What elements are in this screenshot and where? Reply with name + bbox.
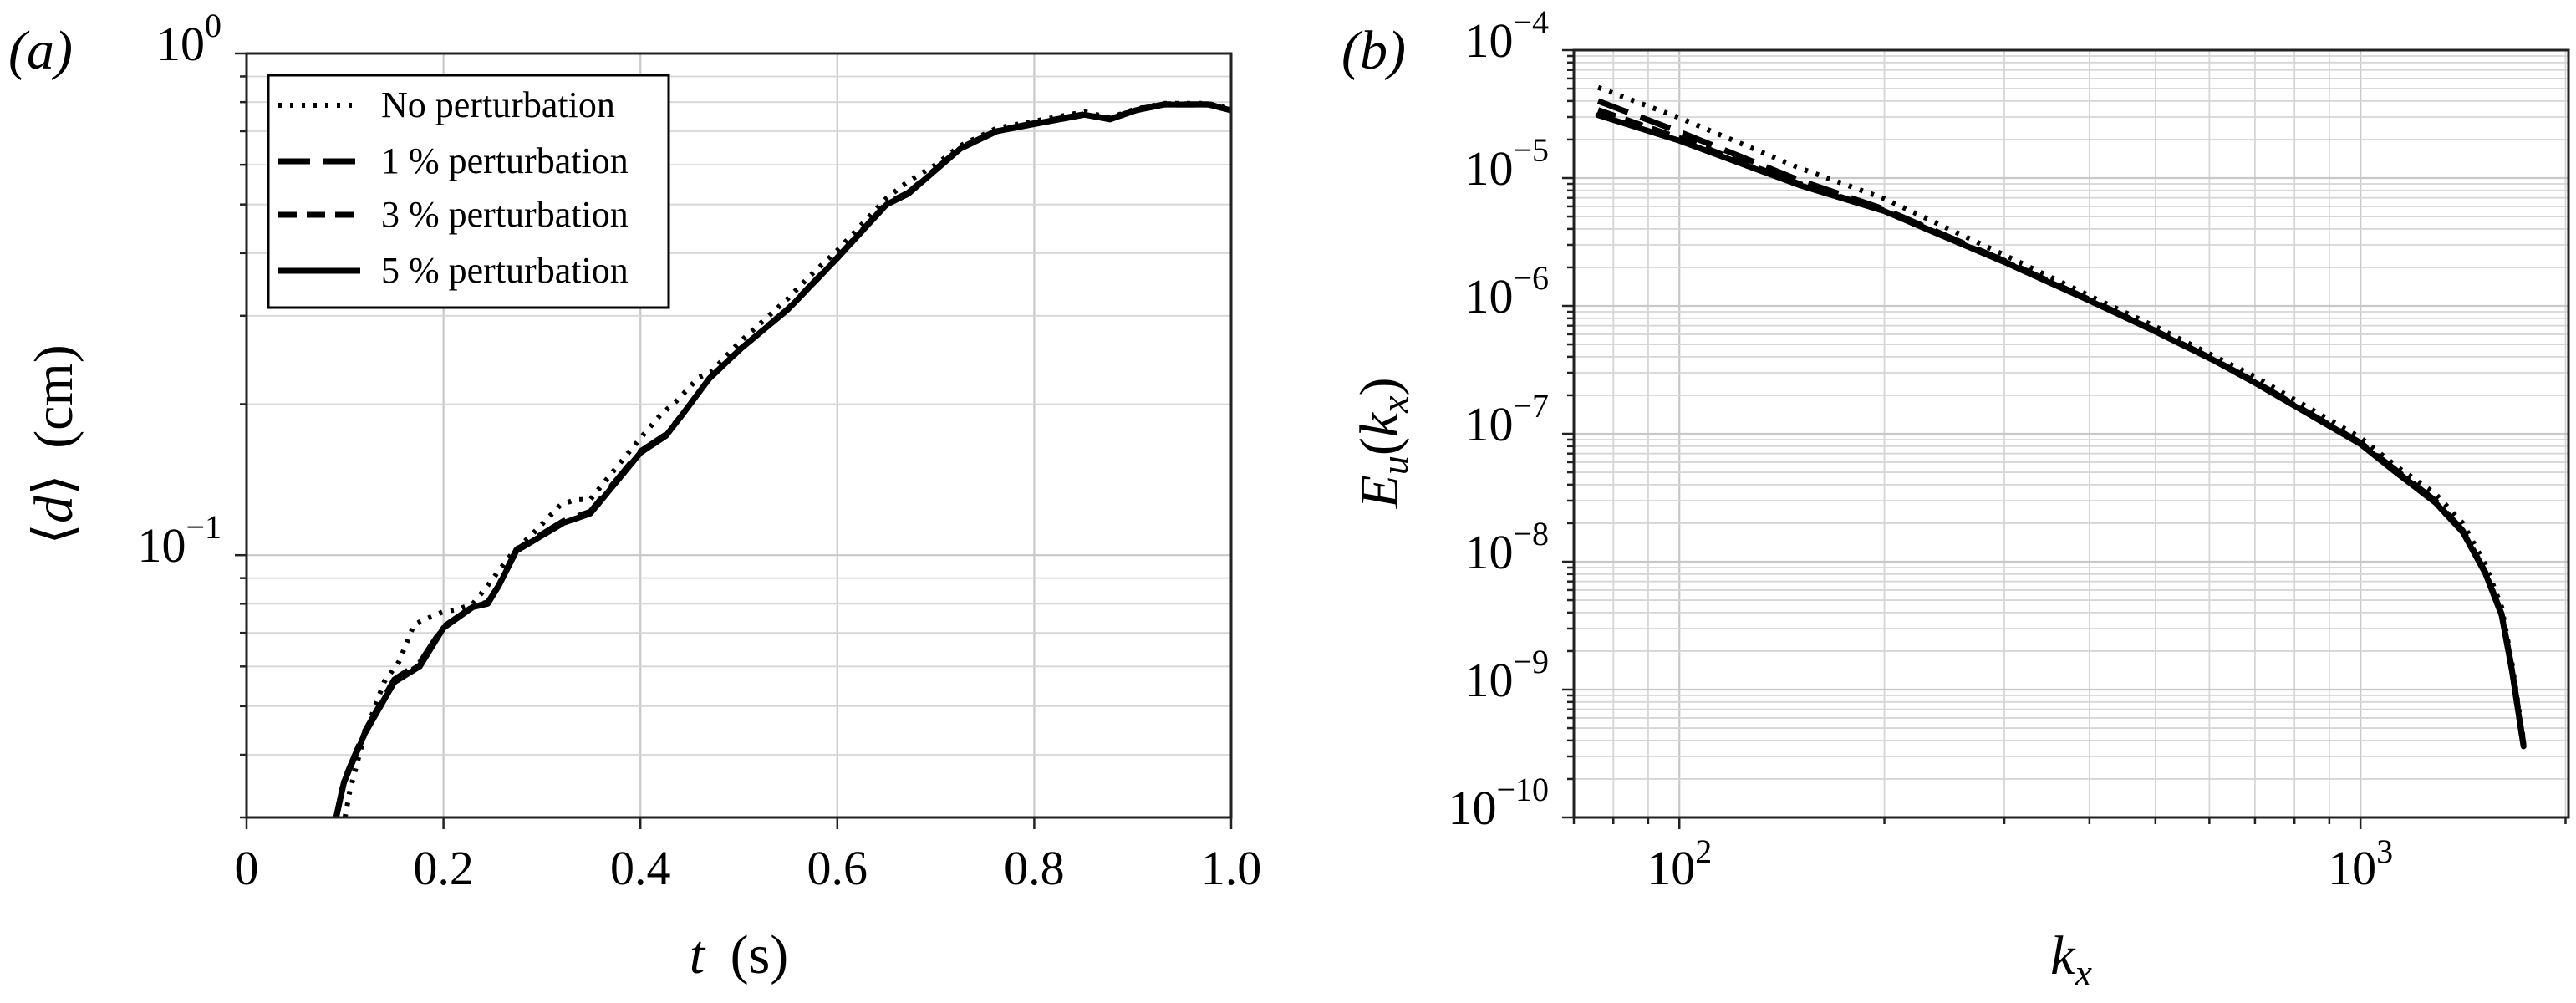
panel-b-y-tick-labels: 10−10 10−9 10−8 10−7 10−6 10−5 10−4 — [1448, 3, 1549, 835]
legend-entry: 3 % perturbation — [278, 194, 629, 235]
panel-a-x-tick-labels: 0 0.2 0.4 0.6 0.8 1.0 — [235, 841, 1262, 895]
panel-a-chart: (a) 0 0.2 0.4 0.6 0.8 1.0 10−1 100 t (s) ⟨d⟩ (… — [8, 7, 1261, 985]
y-label-unit: (cm) — [23, 344, 84, 449]
legend-label: 3 % perturbation — [381, 194, 629, 235]
y-tick-label: 100 — [156, 7, 221, 71]
x-tick-label: 0 — [235, 841, 259, 895]
x-label-unit: (s) — [731, 924, 789, 985]
y-tick-label: 10−5 — [1464, 131, 1549, 196]
panel-b-x-tick-labels: 102 103 — [1647, 832, 2393, 895]
x-tick-label: 0.8 — [1004, 841, 1065, 895]
y-tick-label: 10−6 — [1464, 259, 1549, 323]
panel-b-y-axis-label: Eu(kx) — [1349, 377, 1416, 509]
legend-entry: 5 % perturbation — [278, 250, 629, 291]
x-tick-label: 1.0 — [1201, 841, 1262, 895]
x-tick-label: 103 — [2328, 832, 2393, 895]
panel-a-x-axis-label: t (s) — [690, 924, 789, 985]
y-tick-label: 10−8 — [1464, 515, 1549, 579]
panel-a-legend: No perturbation 1 % perturbation 3 % pertu… — [267, 74, 670, 309]
x-tick-label: 0.4 — [610, 841, 671, 895]
y-tick-label: 10−7 — [1464, 387, 1549, 451]
panel-b-x-axis-label: kx — [2050, 925, 2092, 994]
series-line-dashed-long — [1596, 98, 2527, 746]
panel-a-ticks — [235, 52, 1233, 829]
legend-label: 5 % perturbation — [381, 250, 629, 291]
y-label-bracket-close: ⟩ — [23, 474, 84, 496]
x-tick-label: 102 — [1647, 832, 1712, 895]
legend-entry: 1 % perturbation — [278, 140, 629, 181]
series-line-dashed-short — [333, 101, 1231, 817]
y-tick-label: 10−9 — [1464, 643, 1549, 707]
y-label-variable: d — [23, 495, 84, 523]
y-tick-label: 10−4 — [1464, 3, 1549, 68]
legend-label: 1 % perturbation — [381, 140, 629, 181]
panel-a-series — [333, 100, 1231, 817]
y-tick-label: 10−10 — [1448, 771, 1549, 835]
panel-a-label: (a) — [8, 20, 73, 81]
legend-label: No perturbation — [381, 84, 615, 125]
panel-a-y-axis-label: ⟨d⟩ (cm) — [23, 344, 84, 545]
panel-b-label: (b) — [1341, 20, 1406, 81]
panel-b-ticks — [1562, 48, 2567, 829]
x-tick-label: 0.2 — [413, 841, 474, 895]
panel-b-chart: (b) 102 103 10−10 10−9 10−8 10−7 10−6 10−5 10−4… — [1341, 3, 2570, 994]
x-label-variable: t — [690, 924, 706, 985]
y-label-bracket-open: ⟨ — [23, 523, 84, 545]
legend-entry: No perturbation — [278, 84, 615, 125]
y-tick-label: 10−1 — [137, 508, 221, 573]
panel-a-axes-frame — [245, 52, 1233, 819]
x-tick-label: 0.6 — [807, 841, 868, 895]
panel-b-series — [1595, 84, 2527, 750]
panel-a-y-tick-labels: 10−1 100 — [137, 7, 221, 573]
